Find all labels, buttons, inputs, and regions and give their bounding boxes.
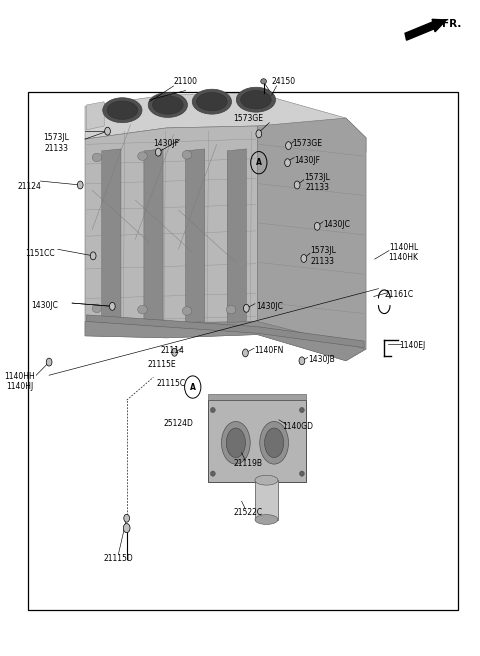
- Ellipse shape: [103, 98, 142, 123]
- Ellipse shape: [153, 96, 183, 114]
- Ellipse shape: [182, 150, 192, 159]
- Circle shape: [314, 222, 320, 230]
- Ellipse shape: [255, 475, 278, 485]
- Text: 1430JB: 1430JB: [309, 355, 336, 364]
- FancyArrow shape: [421, 19, 446, 32]
- Ellipse shape: [107, 101, 138, 119]
- Text: 1430JC: 1430JC: [323, 220, 350, 229]
- Text: 1140FN: 1140FN: [255, 346, 284, 356]
- Circle shape: [77, 181, 83, 189]
- Bar: [208, 400, 306, 482]
- Ellipse shape: [182, 306, 192, 315]
- Ellipse shape: [221, 421, 250, 464]
- Bar: [255, 480, 278, 520]
- Circle shape: [90, 252, 96, 260]
- Circle shape: [294, 181, 300, 189]
- Circle shape: [256, 130, 262, 138]
- Text: 21100: 21100: [174, 77, 198, 87]
- Ellipse shape: [92, 153, 102, 161]
- Ellipse shape: [226, 306, 236, 314]
- Text: 21124: 21124: [17, 182, 41, 192]
- Polygon shape: [86, 315, 364, 348]
- Circle shape: [172, 348, 178, 356]
- Text: 1140HL
1140HK: 1140HL 1140HK: [388, 243, 419, 262]
- Polygon shape: [144, 149, 163, 323]
- Circle shape: [124, 514, 130, 522]
- Text: FR.: FR.: [442, 19, 461, 30]
- Text: 21161C: 21161C: [384, 290, 413, 299]
- Ellipse shape: [192, 89, 231, 114]
- Text: 1573JL
21133: 1573JL 21133: [310, 246, 336, 266]
- Text: A: A: [256, 158, 262, 167]
- Text: 1430JF: 1430JF: [154, 138, 180, 148]
- Ellipse shape: [300, 407, 304, 413]
- Text: 1140GD: 1140GD: [283, 422, 313, 431]
- Circle shape: [109, 302, 115, 310]
- Text: 1140HH
1140HJ: 1140HH 1140HJ: [4, 372, 35, 392]
- Polygon shape: [85, 321, 366, 361]
- Circle shape: [301, 255, 307, 262]
- Ellipse shape: [264, 428, 284, 458]
- Bar: [27, 92, 458, 610]
- Text: 1573GE: 1573GE: [293, 138, 323, 148]
- Ellipse shape: [260, 421, 288, 464]
- Polygon shape: [186, 149, 204, 323]
- Text: 1430JC: 1430JC: [256, 302, 283, 311]
- Ellipse shape: [236, 87, 276, 112]
- Polygon shape: [257, 118, 366, 361]
- Text: 1573GE: 1573GE: [233, 113, 263, 123]
- Ellipse shape: [148, 92, 188, 117]
- Text: 1430JC: 1430JC: [31, 300, 58, 310]
- Ellipse shape: [138, 306, 147, 314]
- Circle shape: [243, 304, 249, 312]
- Text: 21522C: 21522C: [233, 508, 263, 518]
- Text: 1151CC: 1151CC: [26, 249, 55, 258]
- FancyArrow shape: [405, 22, 435, 40]
- Text: 1573JL
21133: 1573JL 21133: [43, 133, 69, 153]
- Ellipse shape: [210, 407, 215, 413]
- Polygon shape: [208, 394, 306, 400]
- Ellipse shape: [240, 91, 271, 109]
- Text: 21115D: 21115D: [104, 554, 133, 564]
- Circle shape: [105, 127, 110, 135]
- Text: 21114: 21114: [161, 346, 185, 356]
- Polygon shape: [102, 149, 121, 323]
- Circle shape: [299, 357, 305, 365]
- Text: A: A: [190, 382, 196, 392]
- Ellipse shape: [226, 428, 245, 458]
- Text: 21119B: 21119B: [233, 459, 262, 468]
- Circle shape: [156, 148, 161, 156]
- Text: 21115C: 21115C: [156, 379, 186, 388]
- Polygon shape: [86, 102, 104, 130]
- Ellipse shape: [92, 304, 102, 313]
- Ellipse shape: [210, 471, 215, 476]
- Ellipse shape: [300, 471, 304, 476]
- Ellipse shape: [138, 152, 147, 160]
- Circle shape: [123, 523, 130, 533]
- Circle shape: [46, 358, 52, 366]
- Polygon shape: [85, 126, 257, 338]
- Text: 1430JF: 1430JF: [295, 155, 321, 165]
- Circle shape: [285, 159, 290, 167]
- Circle shape: [286, 142, 291, 150]
- Text: 21115E: 21115E: [147, 359, 176, 369]
- Text: 1573JL
21133: 1573JL 21133: [304, 173, 330, 192]
- Text: 24150: 24150: [272, 77, 296, 87]
- Circle shape: [242, 349, 248, 357]
- Text: 1140EJ: 1140EJ: [399, 341, 425, 350]
- Ellipse shape: [197, 92, 227, 111]
- Ellipse shape: [261, 79, 266, 84]
- Ellipse shape: [255, 514, 278, 525]
- Text: 25124D: 25124D: [164, 419, 193, 428]
- Polygon shape: [85, 93, 366, 152]
- Polygon shape: [227, 149, 246, 323]
